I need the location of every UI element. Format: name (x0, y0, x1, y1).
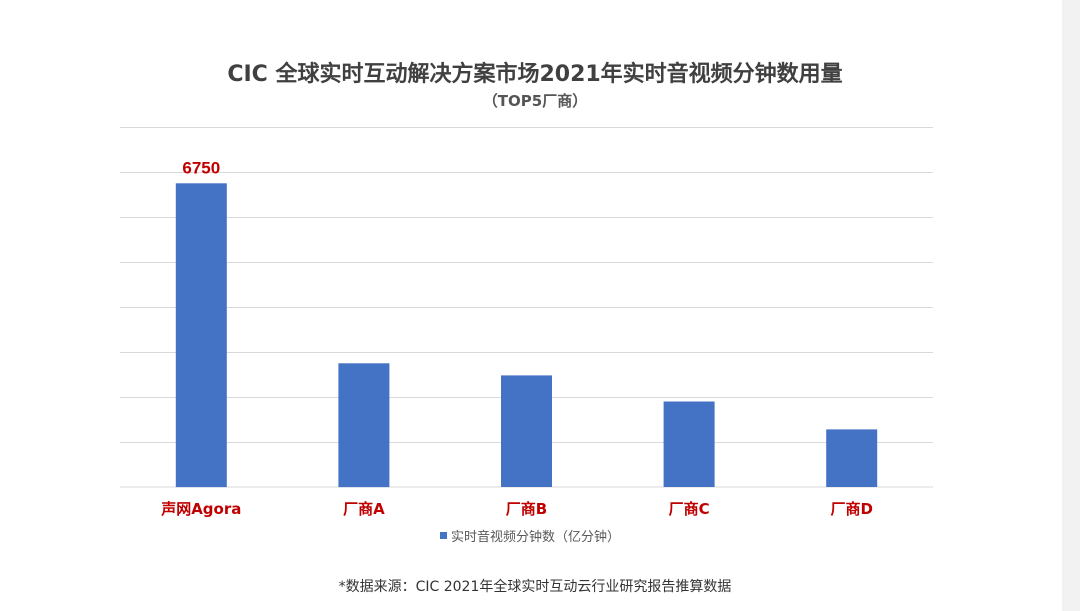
source-footnote: *数据来源：CIC 2021年全球实时互动云行业研究报告推算数据 (338, 579, 732, 595)
chart-subtitle: （TOP5厂商） (482, 92, 588, 110)
bars (175, 183, 878, 488)
labels: 声网Agora 6750 厂商A 厂商B 厂商C 厂商D (160, 158, 873, 518)
data-label: 6750 (182, 158, 220, 177)
legend-swatch (439, 532, 447, 539)
category-label: 声网Agora (160, 500, 241, 518)
page-edge-strip (1062, 0, 1080, 611)
category-label: 厂商A (343, 500, 385, 518)
chart-title: CIC 全球实时互动解决方案市场2021年实时音视频分钟数用量 (227, 62, 843, 87)
bar-0 (175, 183, 227, 488)
bar-4 (826, 429, 878, 487)
gridlines (120, 127, 933, 488)
legend-label: 实时音视频分钟数（亿分钟） (450, 530, 620, 545)
bar-3 (663, 401, 715, 487)
category-label: 厂商C (669, 500, 710, 518)
category-label: 厂商B (506, 500, 547, 518)
bar-2 (501, 375, 552, 487)
bar-1 (338, 363, 390, 488)
category-label: 厂商D (830, 500, 872, 518)
legend: 实时音视频分钟数（亿分钟） (0, 526, 1060, 545)
